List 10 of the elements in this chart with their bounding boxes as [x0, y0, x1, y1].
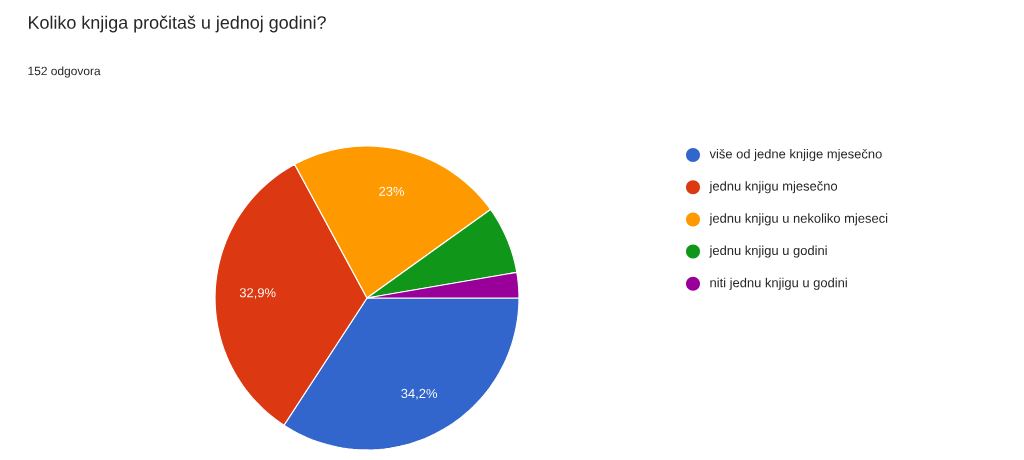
- data-label: 32,9%: [239, 288, 276, 299]
- data-label: 34,2%: [401, 388, 438, 400]
- chart-title: Koliko knjiga pročitaš u jednoj godini?: [29, 15, 326, 33]
- data-label: 23%: [379, 186, 405, 196]
- text: 152 odgovora: [28, 66, 101, 78]
- legend-label: jednu knjigu u nekoliko mjeseci: [709, 213, 888, 226]
- legend-label: više od jedne knjige mjesečno: [709, 148, 882, 162]
- legend-label: jednu knjigu u godini: [709, 245, 827, 258]
- legend-label: niti jednu knjigu u godini: [710, 277, 847, 290]
- legend-label: jednu knjigu mjesečno: [709, 181, 838, 194]
